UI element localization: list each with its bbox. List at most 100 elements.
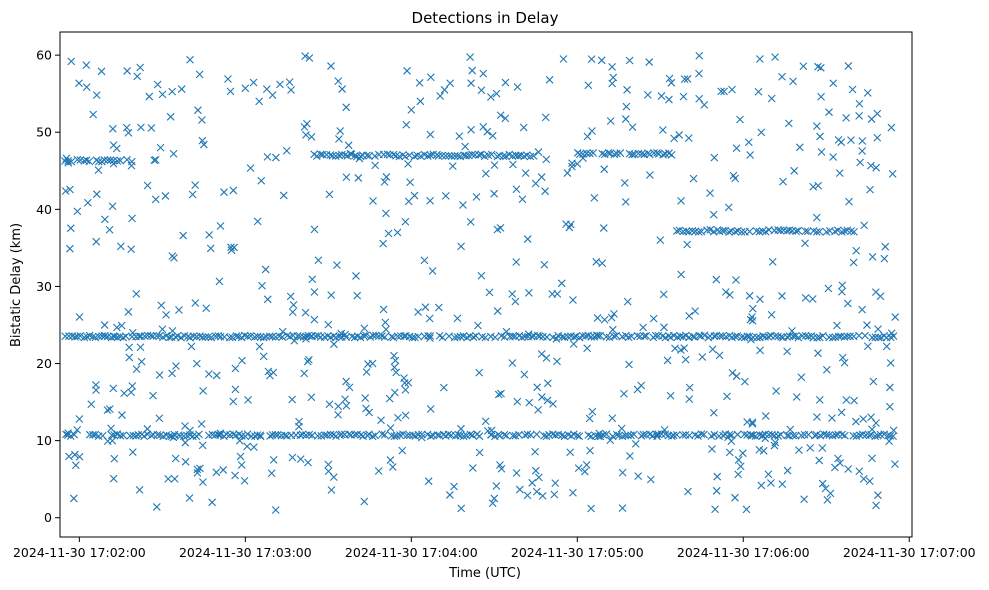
detection-marker [416,97,425,106]
detection-marker [445,491,454,499]
detection-marker [197,420,206,428]
detection-marker [263,153,272,161]
detection-marker [123,67,132,75]
detection-marker [418,430,426,439]
detection-marker [770,441,779,450]
detection-marker [790,166,799,175]
detection-marker [738,449,747,458]
detection-marker [856,431,864,440]
detection-marker [237,461,246,469]
detection-marker [806,443,815,452]
detection-marker [663,356,672,365]
detection-marker [168,326,177,335]
detection-marker [812,213,821,222]
detection-marker [268,332,277,341]
detection-marker [259,333,268,342]
detection-marker [671,344,679,353]
detection-marker [439,383,448,392]
detection-marker [109,159,118,168]
detection-marker [660,323,668,332]
detection-marker [520,370,529,379]
detection-marker [718,226,727,235]
detection-marker [171,454,180,463]
detection-marker [195,430,203,439]
detection-marker [588,127,596,135]
detection-marker [625,56,634,65]
detection-marker [695,94,704,103]
detection-marker [757,128,766,137]
detection-marker [153,80,162,89]
detection-marker [250,443,258,452]
detection-marker [289,300,298,309]
detection-marker [783,431,792,440]
detection-marker [855,331,863,340]
detection-marker [71,461,80,470]
detection-marker [588,407,597,416]
detection-marker [871,432,880,441]
detection-marker [113,157,122,165]
detection-marker [168,87,177,96]
detection-marker [575,432,584,441]
detection-marker [800,495,809,504]
detection-marker [622,102,631,111]
detection-marker [685,311,694,320]
detection-marker [231,471,239,480]
detection-marker [512,185,521,194]
detection-marker [656,236,665,245]
detection-marker [784,119,793,128]
detection-marker [82,61,91,70]
detection-marker [327,62,335,70]
detection-marker [690,333,699,341]
detection-marker [729,171,738,180]
detection-marker [825,333,833,342]
detection-marker [863,321,871,329]
detection-marker [657,430,666,438]
detection-marker [756,295,764,304]
detection-marker [318,150,327,159]
detection-marker [305,54,314,62]
detection-marker [401,152,410,161]
detection-marker [170,253,178,262]
detection-marker [66,185,74,194]
detection-marker [64,158,73,167]
detection-marker [768,258,777,266]
x-tick-label: 2024-11-30 17:07:00 [843,545,976,560]
detection-marker [767,479,775,487]
detection-marker [778,292,786,300]
detection-marker [198,136,207,145]
detection-marker [891,313,900,321]
detection-marker [613,430,621,439]
detection-marker [267,469,276,478]
detection-marker [508,290,517,298]
detection-marker [659,150,667,159]
detection-marker [685,383,694,392]
detection-marker [94,157,103,166]
detection-marker [398,446,407,455]
detection-marker [795,446,803,454]
detection-marker [214,430,222,439]
detection-marker [534,406,543,414]
y-axis: 0 10 20 30 40 50 60 [36,48,60,525]
detection-marker [845,197,853,206]
detection-marker [100,332,109,340]
detection-marker [745,227,754,236]
detection-marker [752,227,761,235]
detection-marker [838,281,847,290]
detection-marker [341,330,350,339]
detection-marker [681,355,690,364]
detection-marker [117,321,126,330]
detection-marker [645,150,654,159]
detection-marker [538,491,547,500]
detection-marker [456,431,465,440]
detection-marker [300,369,309,378]
detection-marker [386,456,395,464]
detection-marker [676,346,685,354]
detection-marker [426,334,434,342]
detection-marker [132,432,140,440]
detection-marker [92,156,101,165]
detection-marker [745,291,754,300]
detection-marker [537,393,546,401]
detection-marker [207,333,216,342]
detection-marker [125,343,134,352]
